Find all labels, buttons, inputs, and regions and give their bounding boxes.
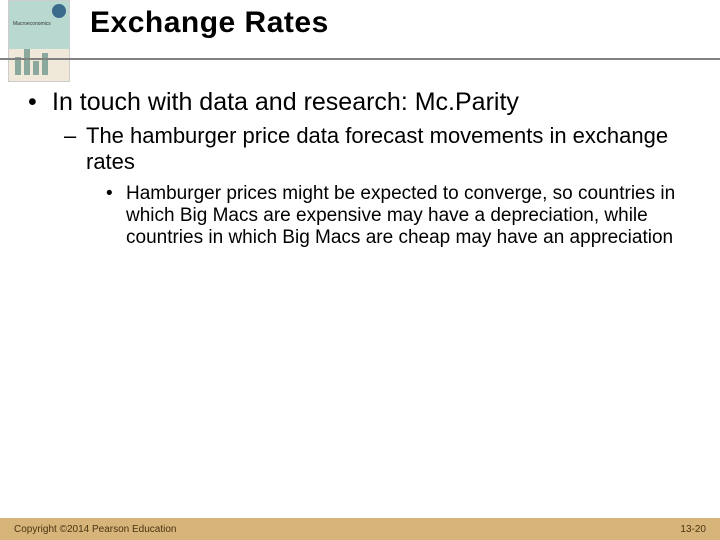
book-cover-thumbnail: Macroeconomics (8, 0, 70, 82)
copyright-text: Copyright ©2014 Pearson Education (14, 524, 176, 535)
globe-icon (52, 4, 66, 18)
bullet-marker: – (64, 123, 86, 175)
bullet-level-3: • Hamburger prices might be expected to … (106, 183, 692, 249)
bullet-text: In touch with data and research: Mc.Pari… (52, 88, 692, 117)
page-number: 13-20 (680, 524, 706, 535)
bullet-text: The hamburger price data forecast moveme… (86, 123, 692, 175)
bullet-text: Hamburger prices might be expected to co… (126, 183, 692, 249)
bullet-marker: • (106, 183, 126, 249)
bullet-level-2: – The hamburger price data forecast move… (64, 123, 692, 175)
title-underline (0, 58, 720, 60)
footer-bar: Copyright ©2014 Pearson Education 13-20 (0, 518, 720, 540)
slide-title: Exchange Rates (90, 6, 329, 40)
slide: Macroeconomics Exchange Rates • In touch… (0, 0, 720, 540)
slide-content: • In touch with data and research: Mc.Pa… (28, 88, 692, 249)
bullet-level-1: • In touch with data and research: Mc.Pa… (28, 88, 692, 117)
book-cover-title: Macroeconomics (13, 21, 51, 27)
book-cover-bars (15, 49, 48, 75)
bullet-marker: • (28, 88, 52, 117)
